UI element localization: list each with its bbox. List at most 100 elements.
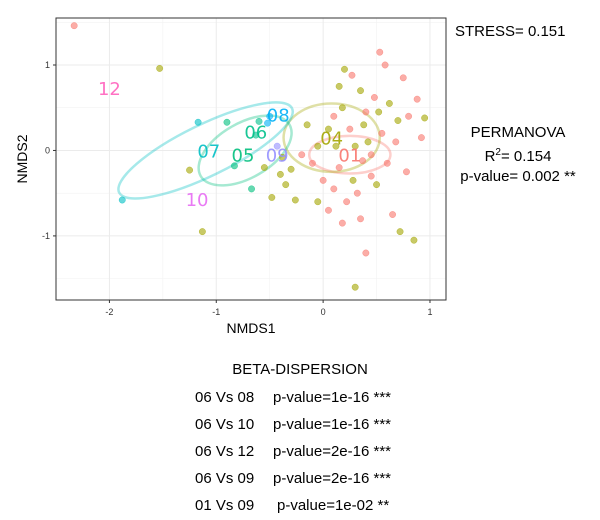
beta-pvalue: p-value=1e-16 *** xyxy=(273,389,392,406)
group-label-04: 04 xyxy=(320,129,343,150)
ellipse-group-04 xyxy=(282,102,382,174)
x-tick-label: 1 xyxy=(427,307,432,317)
y-tick-label: 1 xyxy=(45,60,50,70)
point-group-06 xyxy=(252,131,260,139)
x-tick-label: -1 xyxy=(212,307,220,317)
beta-dispersion-row: 06 Vs 08 p-value=1e-16 *** xyxy=(195,389,391,406)
point-group-05 xyxy=(223,118,231,126)
point-group-01 xyxy=(70,22,78,30)
x-axis-label: NMDS1 xyxy=(226,320,275,336)
permanova-pvalue: p-value= 0.002 ** xyxy=(460,168,576,185)
point-group-01 xyxy=(399,74,407,82)
ellipse-group-01 xyxy=(307,134,392,175)
point-group-04 xyxy=(276,170,284,178)
beta-comparison: 06 Vs 12 xyxy=(195,443,255,460)
point-group-01 xyxy=(319,176,327,184)
point-group-01 xyxy=(362,249,370,257)
axis-ticks: -2 -1 0 1-101 xyxy=(42,60,432,317)
permanova-r2: R2= 0.154 xyxy=(448,143,588,167)
point-group-09 xyxy=(273,142,281,150)
point-group-01 xyxy=(353,189,361,197)
point-group-01 xyxy=(359,157,367,165)
x-tick-label: -2 xyxy=(105,307,113,317)
point-group-04 xyxy=(314,142,322,150)
beta-dispersion-row: 06 Vs 09 p-value=2e-16 *** xyxy=(195,470,391,487)
point-group-01 xyxy=(330,112,338,120)
grid-lines xyxy=(56,18,446,300)
beta-pvalue: p-value=2e-16 *** xyxy=(273,470,392,487)
group-label-09: 09 xyxy=(266,146,289,167)
point-group-01 xyxy=(383,159,391,167)
beta-comparison: 01 Vs 09 xyxy=(195,497,255,514)
y-axis-label: NMDS2 xyxy=(14,134,30,183)
point-group-08 xyxy=(266,112,274,120)
point-group-01 xyxy=(343,198,351,206)
ellipse-group-07 xyxy=(117,101,294,200)
point-group-04 xyxy=(375,108,383,116)
point-group-04 xyxy=(291,196,299,204)
beta-comparison: 06 Vs 09 xyxy=(195,470,255,487)
point-group-01 xyxy=(417,134,425,142)
point-group-05 xyxy=(248,185,255,193)
point-group-04 xyxy=(156,64,164,72)
point-group-04 xyxy=(338,104,346,112)
point-group-01 xyxy=(378,129,386,137)
point-group-01 xyxy=(362,108,370,116)
point-group-08 xyxy=(264,119,272,127)
point-group-04 xyxy=(385,100,393,107)
x-tick-label: 0 xyxy=(321,307,326,317)
point-group-01 xyxy=(370,94,378,101)
point-group-01 xyxy=(405,112,413,120)
point-group-01 xyxy=(367,172,375,180)
group-label-12: 12 xyxy=(98,79,121,100)
point-group-01 xyxy=(335,164,343,171)
point-group-01 xyxy=(338,219,346,227)
point-group-04 xyxy=(394,117,402,124)
point-group-01 xyxy=(392,138,400,146)
point-group-04 xyxy=(279,153,286,161)
point-group-01 xyxy=(308,159,316,167)
point-group-07 xyxy=(118,196,126,204)
point-group-04 xyxy=(198,228,206,236)
point-group-04 xyxy=(314,198,322,206)
point-group-04 xyxy=(410,236,418,244)
group-label-08: 08 xyxy=(267,106,290,127)
group-label-10: 10 xyxy=(186,190,209,211)
point-group-01 xyxy=(389,211,397,218)
point-group-04 xyxy=(186,166,194,174)
point-group-04 xyxy=(351,142,359,150)
point-group-04 xyxy=(268,194,276,201)
group-label-01: 01 xyxy=(338,146,361,167)
point-group-04 xyxy=(421,114,429,122)
point-group-04 xyxy=(341,65,348,73)
point-group-04 xyxy=(260,164,268,171)
beta-pvalue: p-value=1e-16 *** xyxy=(273,416,392,433)
point-group-04 xyxy=(287,165,295,173)
point-group-01 xyxy=(381,61,389,69)
r2-superscript: 2 xyxy=(495,147,501,158)
point-group-04 xyxy=(335,82,343,90)
group-ellipses xyxy=(117,101,392,200)
y-tick-label: -1 xyxy=(42,231,50,241)
point-group-04 xyxy=(357,87,364,95)
permanova-block: PERMANOVA R2= 0.154 p-value= 0.002 ** xyxy=(448,123,588,187)
beta-dispersion-row: 06 Vs 12 p-value=2e-16 *** xyxy=(195,443,391,460)
point-group-04 xyxy=(396,228,404,236)
point-group-01 xyxy=(403,168,410,176)
point-group-04 xyxy=(360,121,368,129)
beta-dispersion-row: 01 Vs 09 p-value=1e-02 ** xyxy=(195,497,389,514)
point-group-01 xyxy=(346,125,354,133)
point-group-01 xyxy=(330,185,338,193)
point-group-04 xyxy=(325,125,332,133)
beta-pvalue: p-value=2e-16 *** xyxy=(273,443,392,460)
point-group-04 xyxy=(282,181,290,189)
point-group-05 xyxy=(230,162,238,170)
point-group-04 xyxy=(332,142,340,150)
group-label-07: 07 xyxy=(197,141,220,162)
point-group-07 xyxy=(194,118,202,126)
r2-label: R xyxy=(484,148,496,165)
plot-panel-border xyxy=(55,17,447,301)
point-group-04 xyxy=(364,138,372,146)
